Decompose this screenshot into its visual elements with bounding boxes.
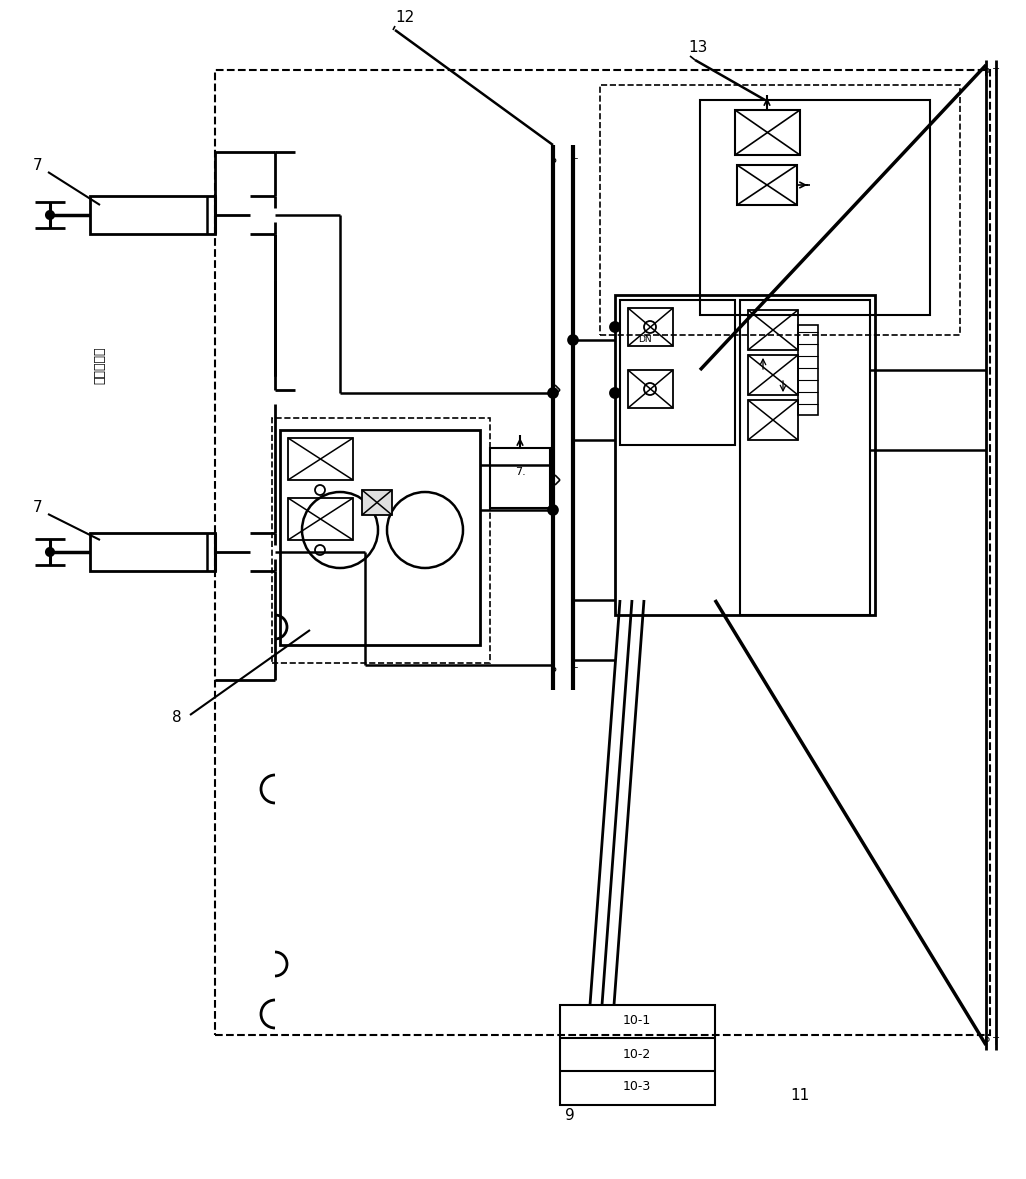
Text: 7: 7	[33, 501, 42, 515]
Bar	[628, 370, 673, 408]
Circle shape	[548, 388, 558, 399]
Circle shape	[46, 211, 54, 219]
Text: T: T	[570, 158, 578, 167]
Text: 10-2: 10-2	[623, 1047, 652, 1060]
Bar	[280, 430, 480, 645]
Bar	[272, 419, 490, 663]
Circle shape	[610, 322, 620, 332]
Text: 9: 9	[565, 1107, 575, 1122]
Text: P: P	[550, 667, 556, 677]
Bar	[490, 448, 550, 508]
Bar	[362, 490, 392, 515]
Bar	[798, 325, 818, 415]
Bar	[288, 439, 353, 480]
Bar	[748, 400, 798, 440]
Text: 12: 12	[395, 11, 415, 26]
Bar	[215, 70, 990, 1035]
Text: P T: P T	[984, 68, 998, 78]
Circle shape	[548, 505, 558, 515]
Bar	[628, 308, 673, 345]
Bar	[560, 1005, 715, 1105]
Text: 控制阅展柜: 控制阅展柜	[93, 347, 107, 383]
Circle shape	[610, 388, 620, 399]
Text: DN: DN	[638, 336, 652, 344]
Text: T: T	[570, 667, 578, 677]
Bar	[740, 299, 870, 615]
Bar	[735, 110, 800, 154]
Text: P T: P T	[984, 1038, 998, 1047]
Bar	[600, 85, 960, 335]
Bar	[90, 196, 215, 233]
Circle shape	[568, 335, 578, 345]
Bar	[90, 533, 215, 571]
Text: P: P	[550, 158, 556, 167]
Bar	[700, 100, 930, 315]
Circle shape	[46, 548, 54, 556]
Bar	[288, 498, 353, 540]
Bar	[615, 295, 875, 615]
Text: 10-1: 10-1	[623, 1014, 652, 1028]
Text: 10-3: 10-3	[623, 1080, 652, 1093]
Bar	[737, 165, 797, 205]
Text: 8: 8	[172, 711, 182, 725]
Bar	[748, 310, 798, 350]
Text: 11: 11	[790, 1087, 810, 1102]
Bar	[620, 299, 735, 444]
Text: 13: 13	[688, 40, 707, 55]
Text: 7.: 7.	[515, 467, 525, 477]
Bar	[748, 355, 798, 395]
Text: 7: 7	[33, 158, 42, 172]
